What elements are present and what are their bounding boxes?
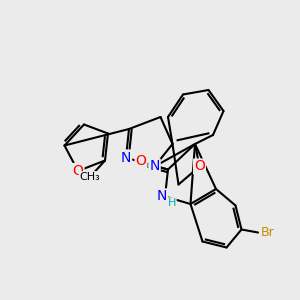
Text: N: N <box>121 151 131 164</box>
Text: CH₃: CH₃ <box>80 172 100 182</box>
Text: H: H <box>167 198 176 208</box>
Text: O: O <box>194 160 205 173</box>
Text: N: N <box>157 190 167 203</box>
Text: N: N <box>149 160 160 173</box>
Text: Br: Br <box>261 226 275 239</box>
Text: O: O <box>136 154 146 167</box>
Text: O: O <box>73 164 83 178</box>
